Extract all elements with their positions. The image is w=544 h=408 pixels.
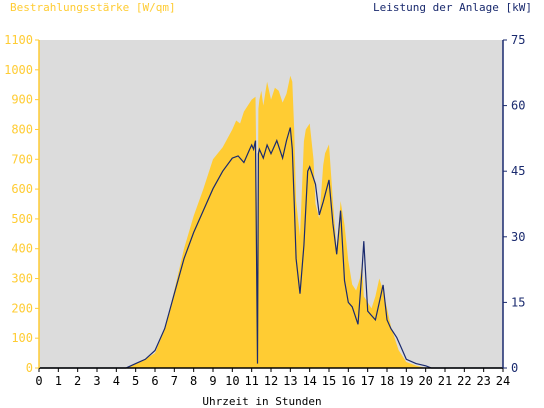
x-tick-label: 13 — [283, 374, 297, 388]
x-tick-label: 12 — [264, 374, 278, 388]
right-tick-label: 0 — [511, 361, 518, 375]
x-tick-label: 0 — [35, 374, 42, 388]
x-tick-label: 14 — [302, 374, 316, 388]
x-tick-label: 24 — [496, 374, 510, 388]
x-tick-label: 8 — [190, 374, 197, 388]
x-tick-label: 20 — [418, 374, 432, 388]
left-tick-label: 900 — [11, 93, 33, 107]
right-tick-label: 75 — [511, 33, 525, 47]
right-tick-label: 30 — [511, 230, 525, 244]
irradiance-area — [39, 75, 503, 369]
left-tick-label: 1000 — [4, 63, 33, 77]
x-tick-label: 10 — [225, 374, 239, 388]
right-tick-label: 15 — [511, 295, 525, 309]
right-axis-title: Leistung der Anlage [kW] — [373, 1, 532, 14]
left-tick-label: 300 — [11, 272, 33, 286]
left-tick-label: 800 — [11, 122, 33, 136]
x-tick-label: 1 — [55, 374, 62, 388]
x-tick-label: 11 — [244, 374, 258, 388]
x-tick-label: 3 — [93, 374, 100, 388]
left-tick-label: 100 — [11, 331, 33, 345]
left-tick-label: 1100 — [4, 33, 33, 47]
left-tick-label: 200 — [11, 301, 33, 315]
left-tick-label: 500 — [11, 212, 33, 226]
x-tick-label: 17 — [360, 374, 374, 388]
x-tick-label: 9 — [209, 374, 216, 388]
x-tick-label: 22 — [457, 374, 471, 388]
left-tick-label: 600 — [11, 182, 33, 196]
power-line — [39, 127, 503, 369]
x-tick-label: 5 — [132, 374, 139, 388]
left-axis-title: Bestrahlungsstärke [W/qm] — [10, 1, 176, 14]
x-tick-label: 23 — [476, 374, 490, 388]
left-tick-label: 400 — [11, 242, 33, 256]
x-tick-label: 4 — [113, 374, 120, 388]
right-tick-label: 60 — [511, 99, 525, 113]
left-tick-label: 0 — [26, 361, 33, 375]
left-tick-label: 700 — [11, 152, 33, 166]
x-tick-label: 6 — [151, 374, 158, 388]
right-tick-label: 45 — [511, 164, 525, 178]
x-tick-label: 7 — [171, 374, 178, 388]
x-tick-label: 18 — [380, 374, 394, 388]
x-axis-title: Uhrzeit in Stunden — [202, 395, 321, 408]
x-tick-label: 2 — [74, 374, 81, 388]
x-tick-label: 21 — [438, 374, 452, 388]
x-tick-label: 15 — [322, 374, 336, 388]
x-tick-label: 16 — [341, 374, 355, 388]
x-tick-label: 19 — [399, 374, 413, 388]
